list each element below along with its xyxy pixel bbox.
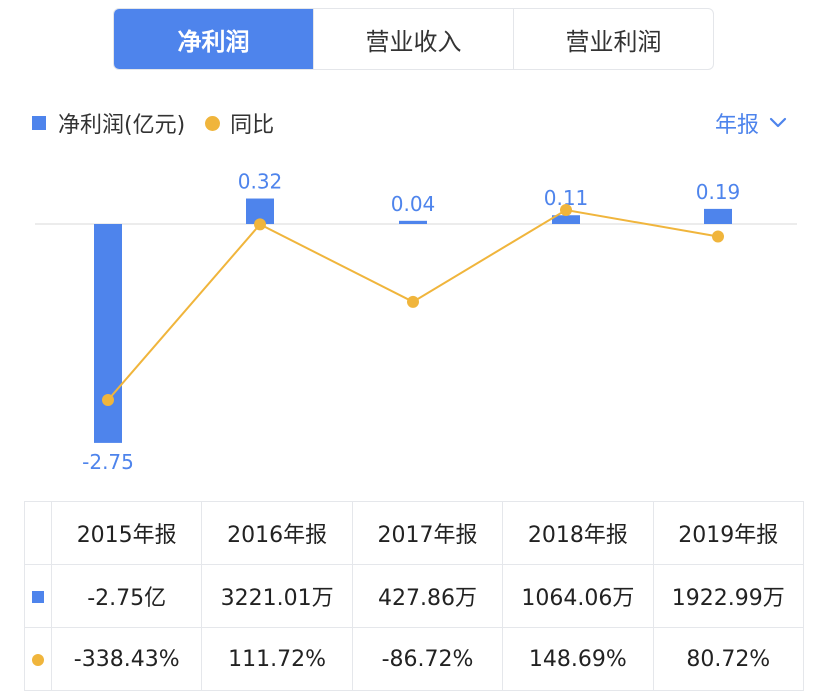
chart-legend: 净利润(亿元) 同比 xyxy=(32,104,274,142)
yoy-point xyxy=(254,218,266,231)
bar-2018年报 xyxy=(552,215,580,224)
data-table: 2015年报 2016年报 2017年报 2018年报 2019年报 -2.75… xyxy=(24,501,805,691)
period-dropdown[interactable]: 年报 xyxy=(715,104,787,142)
table-cell: 1922.99万 xyxy=(652,564,805,628)
dot-marker-icon xyxy=(32,653,44,666)
table-cell: 111.72% xyxy=(201,627,353,691)
bar-2017年报 xyxy=(399,220,427,224)
table-cell: -338.43% xyxy=(50,627,203,691)
table-header-cell: 2016年报 xyxy=(201,501,353,565)
table-row-yoy: -338.43% 111.72% -86.72% 148.69% 80.72% xyxy=(24,627,805,691)
chevron-down-icon xyxy=(769,117,787,128)
period-dropdown-value: 年报 xyxy=(714,113,759,138)
yoy-point xyxy=(560,204,572,216)
header-corner xyxy=(24,501,52,565)
table-cell: 1064.06万 xyxy=(502,564,654,628)
tab-net-profit[interactable]: 净利润 xyxy=(114,9,314,69)
bar-2019年报 xyxy=(704,208,732,224)
table-cell: 3221.01万 xyxy=(201,564,353,628)
table-header-row: 2015年报 2016年报 2017年报 2018年报 2019年报 xyxy=(24,501,805,565)
table-row-net-profit: -2.75亿 3221.01万 427.86万 1064.06万 1922.99… xyxy=(24,564,805,628)
table-cell: 148.69% xyxy=(502,627,654,691)
row-marker xyxy=(24,627,52,691)
bar-2015年报 xyxy=(94,224,122,443)
table-header-cell: 2018年报 xyxy=(502,501,654,565)
bar-marker-icon xyxy=(32,590,44,603)
row-marker xyxy=(24,564,52,628)
net-profit-chart: -2.750.320.04 0.11 0.19 xyxy=(35,170,797,474)
bar-legend-label: 净利润(亿元) xyxy=(58,113,186,138)
table-header-cell: 2015年报 xyxy=(50,501,203,565)
table-header-cell: 2017年报 xyxy=(351,501,504,565)
table-cell: -86.72% xyxy=(351,627,504,691)
table-cell: 80.72% xyxy=(652,627,805,691)
bar-legend-marker xyxy=(32,116,46,130)
bar-value-label: 0.32 xyxy=(238,170,283,194)
tab-revenue[interactable]: 营业收入 xyxy=(314,9,514,69)
yoy-point xyxy=(712,230,724,243)
bar-value-label: -2.75 xyxy=(82,450,134,474)
bar-value-label: 0.04 xyxy=(391,192,436,216)
yoy-point xyxy=(102,394,114,406)
table-cell: -2.75亿 xyxy=(50,564,203,628)
metric-tabs: 净利润 营业收入 营业利润 xyxy=(113,8,714,70)
table-header-cell: 2019年报 xyxy=(652,501,805,565)
line-legend-label: 同比 xyxy=(230,113,275,138)
table-cell: 427.86万 xyxy=(351,564,504,628)
bar-value-label: 0.19 xyxy=(696,180,741,204)
tab-operating-profit[interactable]: 营业利润 xyxy=(565,27,662,56)
yoy-point xyxy=(407,295,419,308)
line-legend-marker xyxy=(205,115,221,131)
